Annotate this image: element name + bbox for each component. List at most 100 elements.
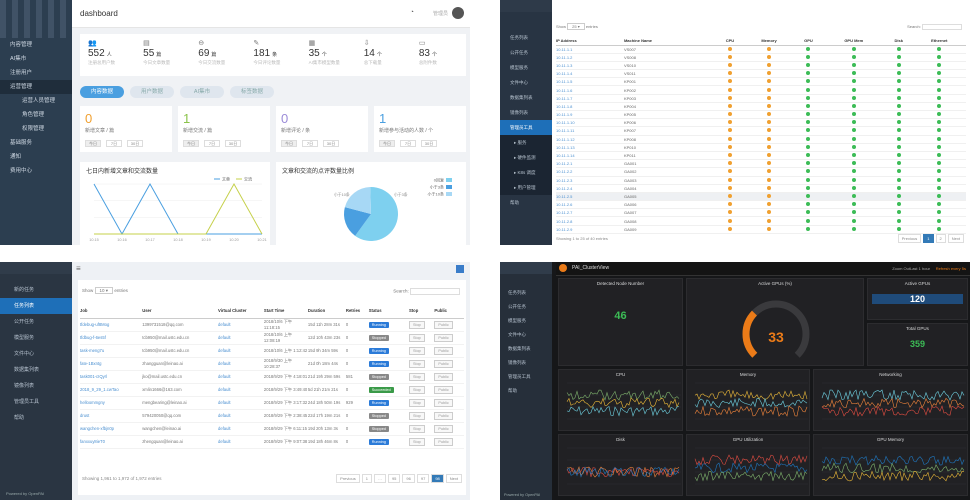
sidebar-item[interactable]: 文件中心 [0, 346, 72, 362]
ip-cell[interactable]: 10.11.1.4 [556, 69, 624, 79]
ip-cell[interactable]: 10.11.1.3 [556, 61, 624, 71]
sidebar-item[interactable]: 运营管理 [0, 80, 72, 94]
job-link[interactable]: tfdbug-f-6es5f [80, 331, 143, 345]
sidebar-item[interactable]: 文件中心 [500, 328, 552, 342]
period-button[interactable]: 30日 [225, 140, 241, 147]
sidebar-item[interactable]: 新的任务 [0, 282, 72, 298]
sidebar-item[interactable]: 公开任务 [0, 314, 72, 330]
job-link[interactable]: drust [80, 409, 143, 423]
period-button[interactable]: 今日 [85, 140, 101, 147]
time-range[interactable]: Last 1 hour [909, 266, 930, 271]
page-button[interactable]: Previous [897, 234, 922, 243]
column-header[interactable]: Status [368, 304, 409, 319]
length-control[interactable]: Show 10 ▾ entries [82, 287, 128, 294]
virtual-cluster-cell[interactable]: default [217, 318, 264, 332]
sidebar-item[interactable]: 模型服务 [500, 314, 552, 328]
ip-cell[interactable]: 10.11.1.5 [556, 77, 624, 87]
column-header[interactable]: Public [434, 304, 464, 319]
sidebar-item[interactable]: 管理员工具 [500, 370, 552, 384]
page-button[interactable]: 95 [387, 474, 401, 483]
stop-button[interactable]: Stop [408, 346, 425, 355]
page-button[interactable]: 98 [431, 474, 444, 483]
stop-button[interactable]: Stop [408, 424, 425, 433]
public-button[interactable]: Public [434, 437, 453, 446]
sidebar-item[interactable]: 镜像列表 [0, 378, 72, 394]
tab[interactable]: AI集市 [180, 86, 224, 98]
virtual-cluster-cell[interactable]: default [217, 409, 264, 423]
ip-cell[interactable]: 10.11.1.1 [556, 45, 624, 54]
column-header[interactable]: Start Time [263, 304, 308, 319]
page-button[interactable]: Previous [336, 474, 360, 483]
ip-cell[interactable]: 10.11.2.8 [556, 216, 624, 226]
page-button[interactable]: Next [947, 234, 964, 243]
length-select[interactable]: 10 ▾ [94, 287, 114, 294]
column-header[interactable]: Ethernet [912, 36, 966, 46]
sidebar-item[interactable]: 任务列表 [500, 30, 552, 45]
sidebar-item[interactable]: 模型服务 [500, 60, 552, 75]
period-button[interactable]: 30日 [127, 140, 143, 147]
ip-cell[interactable]: 10.11.1.7 [556, 94, 624, 103]
sidebar-item[interactable]: 公开任务 [500, 300, 552, 314]
column-header[interactable]: CPU [716, 36, 744, 46]
virtual-cluster-cell[interactable]: default [217, 422, 264, 436]
virtual-cluster-cell[interactable]: default [217, 435, 264, 449]
column-header[interactable]: User [142, 304, 218, 319]
ip-cell[interactable]: 10.11.2.7 [556, 208, 624, 218]
page-button[interactable]: 1 [361, 474, 372, 483]
stop-button[interactable]: Stop [408, 320, 425, 329]
page-button[interactable]: … [373, 474, 386, 483]
sidebar-item[interactable]: 管理员工具 [500, 120, 552, 135]
period-button[interactable]: 今日 [379, 140, 395, 147]
job-link[interactable]: helloommgny [80, 396, 143, 410]
page-button[interactable]: 2 [935, 234, 946, 243]
ip-cell[interactable]: 10.11.2.9 [556, 225, 624, 234]
tab[interactable]: 用户数据 [130, 86, 174, 98]
ip-cell[interactable]: 10.11.1.10 [556, 118, 624, 128]
length-select[interactable]: 25 ▾ [567, 23, 585, 30]
sidebar-item[interactable]: 注册用户 [0, 66, 72, 80]
sidebar-item[interactable]: 镜像列表 [500, 105, 552, 120]
job-link[interactable]: task-meng7u [80, 344, 143, 358]
public-button[interactable]: Public [434, 320, 453, 329]
virtual-cluster-cell[interactable]: default [217, 396, 264, 410]
sidebar-item[interactable]: 数据集列表 [500, 342, 552, 356]
ip-cell[interactable]: 10.11.1.2 [556, 53, 624, 62]
virtual-cluster-cell[interactable]: default [217, 331, 264, 345]
ip-cell[interactable]: 10.11.2.1 [556, 159, 624, 169]
job-link[interactable]: task001-cIQyrl [80, 370, 143, 384]
username[interactable]: 管理员 [432, 11, 448, 17]
tab[interactable]: 标签数据 [230, 86, 274, 98]
virtual-cluster-cell[interactable]: default [217, 370, 264, 384]
ip-cell[interactable]: 10.11.2.3 [556, 176, 624, 185]
tab[interactable]: 内容数据 [80, 86, 124, 98]
sidebar-item[interactable]: AI集市 [0, 52, 72, 66]
stop-button[interactable]: Stop [408, 385, 425, 394]
ip-cell[interactable]: 10.11.1.12 [556, 135, 624, 144]
ip-cell[interactable]: 10.11.2.4 [556, 184, 624, 193]
job-link[interactable]: fate-1Bxntg [80, 357, 143, 371]
ip-cell[interactable]: 10.11.1.14 [556, 151, 624, 161]
sidebar-item[interactable]: 文件中心 [500, 75, 552, 90]
search-input[interactable] [410, 288, 460, 295]
virtual-cluster-cell[interactable]: default [217, 357, 264, 371]
search-input[interactable] [922, 24, 962, 30]
period-button[interactable]: 今日 [183, 140, 199, 147]
column-header[interactable]: Virtual Cluster [217, 304, 264, 319]
stop-button[interactable]: Stop [408, 372, 425, 381]
job-link[interactable]: fanxxuy8ieT0 [80, 435, 143, 449]
page-button[interactable]: 1 [923, 234, 934, 243]
page-button[interactable]: 97 [416, 474, 430, 483]
grafana-icon[interactable] [559, 264, 567, 272]
length-control[interactable]: Show 25 ▾ entries [556, 23, 598, 30]
sidebar-item[interactable]: 权限管理 [0, 122, 72, 136]
ip-cell[interactable]: 10.11.1.8 [556, 102, 624, 112]
period-button[interactable]: 30日 [323, 140, 339, 147]
sidebar-item[interactable]: 公开任务 [500, 45, 552, 60]
ip-cell[interactable]: 10.11.2.6 [556, 200, 624, 210]
sidebar-item[interactable]: 模型服务 [0, 330, 72, 346]
sidebar-item[interactable]: 基础服务 [0, 136, 72, 150]
avatar[interactable] [452, 7, 464, 19]
sidebar-item[interactable]: ▸ 服务 [500, 135, 552, 150]
sidebar-item[interactable]: ▸ 用户管理 [500, 180, 552, 195]
sidebar-item[interactable]: 数据集列表 [500, 90, 552, 105]
